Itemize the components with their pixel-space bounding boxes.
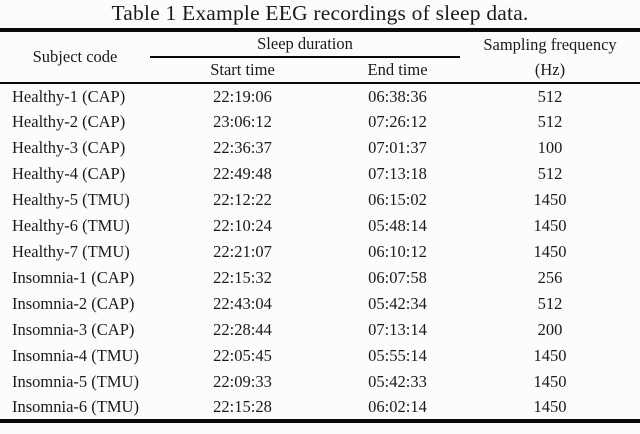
table-row: Healthy-7 (TMU) 22:21:07 06:10:12 1450 bbox=[0, 239, 640, 265]
table-row: Healthy-1 (CAP) 22:19:06 06:38:36 512 bbox=[0, 82, 640, 109]
cell-start-time: 22:05:45 bbox=[213, 346, 272, 365]
table-row: Insomnia-3 (CAP) 22:28:44 07:13:14 200 bbox=[0, 317, 640, 343]
cell-end-time: 06:10:12 bbox=[368, 242, 427, 261]
table-row: Insomnia-2 (CAP) 22:43:04 05:42:34 512 bbox=[0, 291, 640, 317]
table-row: Insomnia-1 (CAP) 22:15:32 06:07:58 256 bbox=[0, 265, 640, 291]
table-row: Insomnia-5 (TMU) 22:09:33 05:42:33 1450 bbox=[0, 369, 640, 395]
cell-start-time: 22:43:04 bbox=[213, 294, 272, 313]
table-row: Healthy-5 (TMU) 22:12:22 06:15:02 1450 bbox=[0, 187, 640, 213]
cell-start-time: 22:49:48 bbox=[213, 164, 272, 183]
cell-start-time: 23:06:12 bbox=[213, 112, 272, 131]
cell-start-time: 22:21:07 bbox=[213, 242, 272, 261]
cell-end-time: 06:07:58 bbox=[368, 268, 427, 287]
cell-end-time: 06:38:36 bbox=[335, 82, 460, 109]
header-row-subcolumns: Start time End time bbox=[0, 57, 640, 84]
cell-start-time: 22:36:37 bbox=[213, 138, 272, 157]
cell-start-time: 22:12:22 bbox=[213, 190, 272, 209]
cell-end-time: 07:13:18 bbox=[368, 164, 427, 183]
cell-end-time: 05:42:34 bbox=[368, 294, 427, 313]
cell-sampling-frequency: 512 bbox=[537, 164, 563, 183]
cell-sampling-frequency: 1450 bbox=[533, 346, 567, 365]
eeg-recordings-table: Subject code Sleep duration Sampling fre… bbox=[0, 28, 640, 423]
table-body: Healthy-1 (CAP) 22:19:06 06:38:36 512 He… bbox=[0, 82, 640, 421]
cell-sampling-frequency: 512 bbox=[537, 112, 563, 131]
cell-sampling-frequency: 1450 bbox=[533, 372, 567, 391]
table-row: Healthy-6 (TMU) 22:10:24 05:48:14 1450 bbox=[0, 213, 640, 239]
cell-end-time: 05:42:33 bbox=[368, 372, 427, 391]
cell-sampling-frequency: 256 bbox=[537, 268, 563, 287]
cell-end-time: 07:26:12 bbox=[368, 112, 427, 131]
table-row: Insomnia-4 (TMU) 22:05:45 05:55:14 1450 bbox=[0, 343, 640, 369]
cell-start-time: 22:09:33 bbox=[213, 372, 272, 391]
table-row: Healthy-3 (CAP) 22:36:37 07:01:37 100 bbox=[0, 135, 640, 161]
table-row: Healthy-4 (CAP) 22:49:48 07:13:18 512 bbox=[0, 161, 640, 187]
cell-sampling-frequency: 1450 bbox=[533, 216, 567, 235]
cell-subject-code: Healthy-7 (TMU) bbox=[12, 242, 130, 261]
cell-subject-code: Healthy-3 (CAP) bbox=[12, 138, 126, 157]
cell-end-time: 05:48:14 bbox=[368, 216, 427, 235]
cell-subject-code: Insomnia-3 (CAP) bbox=[12, 320, 135, 339]
cell-sampling-frequency: 1450 bbox=[533, 242, 567, 261]
cell-sampling-frequency: 512 bbox=[537, 294, 563, 313]
table-caption: Table 1 Example EEG recordings of sleep … bbox=[111, 1, 529, 25]
column-header-sleep-duration: Sleep duration bbox=[150, 30, 460, 58]
cell-subject-code: Healthy-2 (CAP) bbox=[12, 112, 126, 131]
cell-end-time: 07:13:14 bbox=[368, 320, 427, 339]
cell-sampling-frequency: 200 bbox=[537, 320, 563, 339]
table-row: Insomnia-6 (TMU) 22:15:28 06:02:14 1450 bbox=[0, 395, 640, 421]
cell-subject-code: Insomnia-5 (TMU) bbox=[12, 372, 139, 391]
table-row: Healthy-2 (CAP) 23:06:12 07:26:12 512 bbox=[0, 109, 640, 135]
cell-subject-code: Insomnia-4 (TMU) bbox=[12, 346, 139, 365]
cell-sampling-frequency: 100 bbox=[537, 138, 563, 157]
cell-subject-code: Healthy-6 (TMU) bbox=[12, 216, 130, 235]
cell-end-time: 06:02:14 bbox=[368, 397, 427, 416]
cell-start-time: 22:28:44 bbox=[213, 320, 272, 339]
column-header-sampling-frequency: Sampling frequency (Hz) bbox=[460, 30, 640, 83]
cell-start-time: 22:10:24 bbox=[213, 216, 272, 235]
cell-start-time: 22:15:32 bbox=[213, 268, 272, 287]
cell-subject-code: Healthy-4 (CAP) bbox=[12, 164, 126, 183]
cell-subject-code: Healthy-5 (TMU) bbox=[12, 190, 130, 209]
cell-start-time: 22:15:28 bbox=[213, 397, 272, 416]
sampling-frequency-unit: (Hz) bbox=[534, 60, 566, 79]
cell-subject-code: Healthy-1 (CAP) bbox=[0, 82, 150, 109]
cell-subject-code: Insomnia-2 (CAP) bbox=[12, 294, 135, 313]
cell-end-time: 06:15:02 bbox=[368, 190, 427, 209]
column-header-end-time: End time bbox=[367, 59, 428, 79]
cell-start-time: 22:19:06 bbox=[150, 82, 335, 109]
cell-subject-code: Insomnia-1 (CAP) bbox=[12, 268, 135, 287]
column-header-start-time: Start time bbox=[210, 59, 275, 79]
cell-sampling-frequency: 512 bbox=[460, 82, 640, 109]
sampling-frequency-label: Sampling frequency bbox=[483, 35, 617, 54]
cell-subject-code: Insomnia-6 (TMU) bbox=[12, 397, 139, 416]
column-header-subject-code: Subject code bbox=[32, 47, 118, 66]
table-header: Subject code Sleep duration Sampling fre… bbox=[0, 30, 640, 83]
cell-end-time: 07:01:37 bbox=[368, 138, 427, 157]
cell-sampling-frequency: 1450 bbox=[533, 397, 567, 416]
cell-sampling-frequency: 1450 bbox=[533, 190, 567, 209]
cell-end-time: 05:55:14 bbox=[368, 346, 427, 365]
header-row-group: Subject code Sleep duration Sampling fre… bbox=[0, 30, 640, 79]
